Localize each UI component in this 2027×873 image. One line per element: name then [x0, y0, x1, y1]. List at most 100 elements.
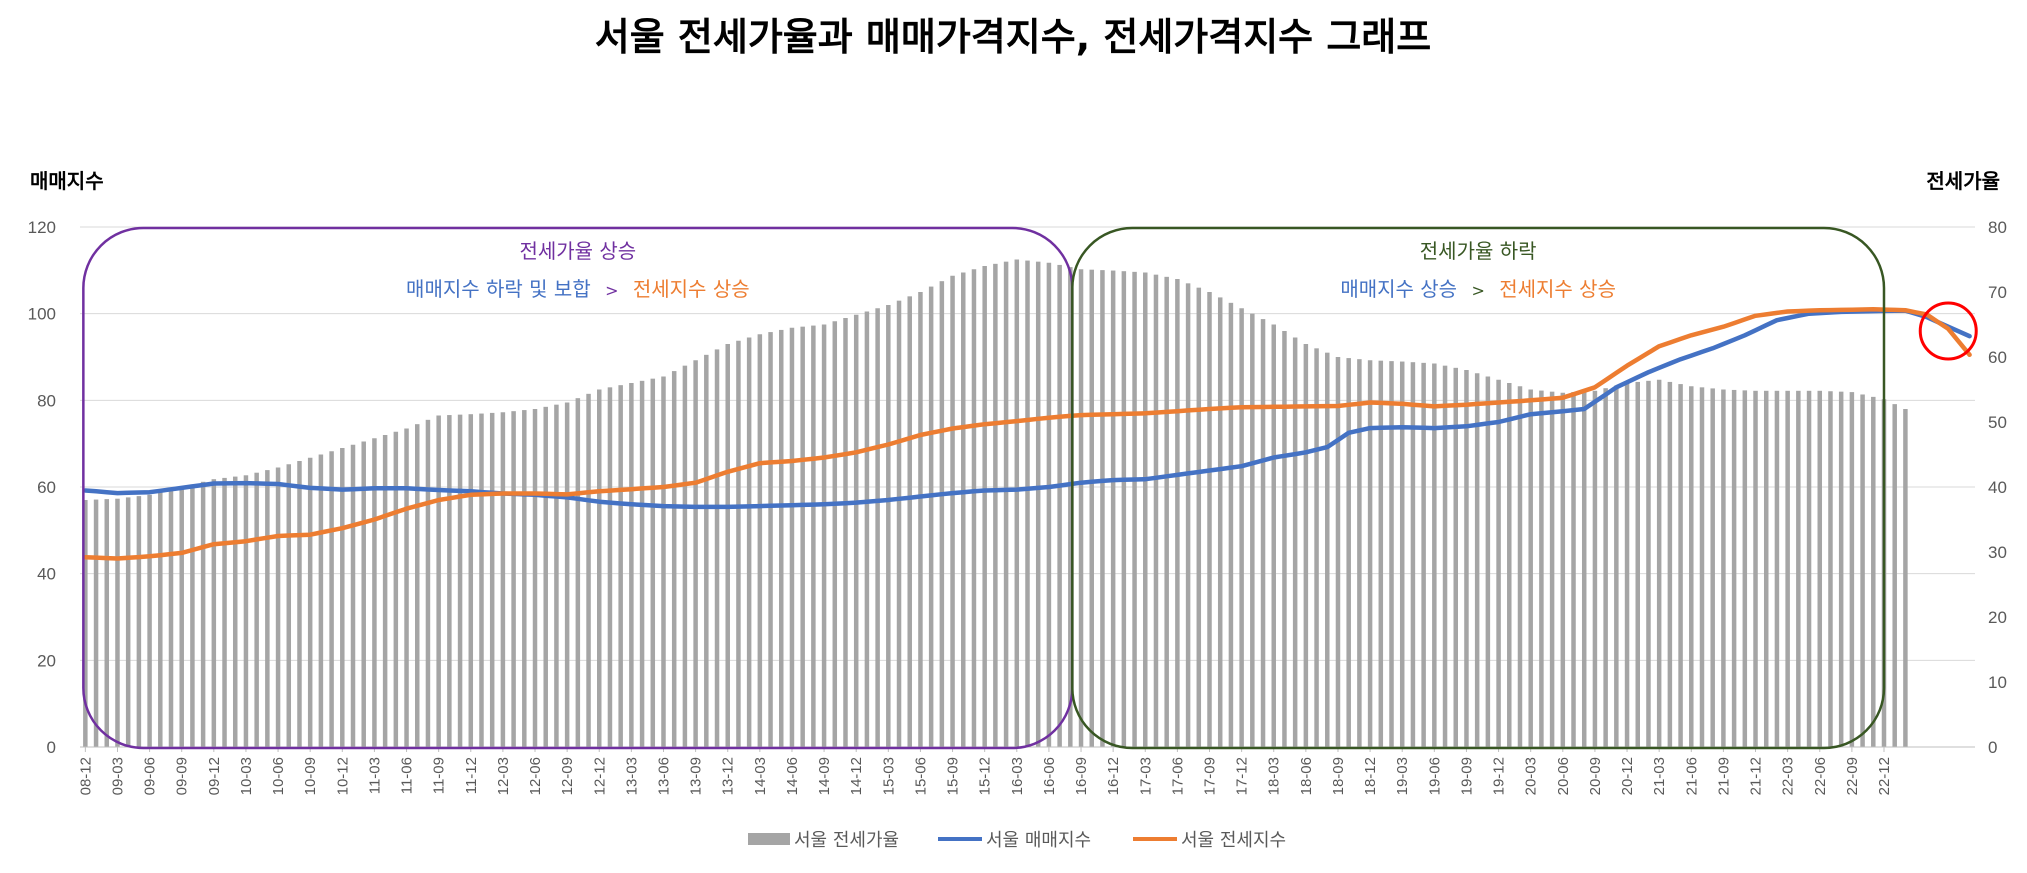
bar	[543, 406, 548, 747]
bar	[1678, 384, 1683, 747]
bar	[1539, 390, 1544, 747]
bar	[1025, 260, 1030, 747]
legend-label-jeonse-index: 서울 전세지수	[1181, 830, 1286, 851]
y-left-tick-label: 0	[47, 738, 56, 757]
x-tick-label: 19-09	[1458, 757, 1475, 795]
bar	[1389, 361, 1394, 747]
bar	[886, 305, 891, 747]
bar	[500, 412, 506, 747]
x-tick-label: 16-06	[1041, 757, 1058, 795]
bar	[1774, 390, 1780, 747]
bar	[1849, 392, 1855, 747]
bar-series-jeonse-ratio	[83, 259, 1908, 747]
bar	[1357, 359, 1362, 747]
bar	[436, 415, 441, 747]
bar	[693, 360, 698, 747]
bar	[222, 477, 227, 747]
x-tick-label: 14-12	[848, 757, 865, 795]
bar	[1838, 391, 1844, 747]
bar	[757, 334, 763, 747]
bar	[286, 464, 292, 747]
bar	[1003, 261, 1009, 747]
bar	[1721, 389, 1726, 747]
x-tick-label: 18-03	[1266, 757, 1283, 795]
x-tick-label: 19-03	[1394, 757, 1411, 795]
x-tick-label: 18-09	[1330, 757, 1347, 795]
bar	[832, 321, 838, 747]
bar	[511, 411, 516, 747]
x-tick-label: 09-12	[206, 757, 223, 795]
bar	[864, 311, 870, 747]
bar	[404, 428, 409, 747]
x-axis-ticks: 08-12 09-03 09-06 09-09 09-12 10-03 10-06 10-09…	[77, 747, 1893, 795]
bar	[993, 263, 998, 747]
bar	[725, 344, 730, 747]
y-right-tick-label: 70	[1988, 283, 2007, 302]
bar	[115, 498, 120, 747]
x-tick-label: 22-03	[1780, 757, 1797, 795]
y-right-tick-label: 40	[1988, 478, 2007, 497]
bar	[1121, 271, 1127, 747]
bar	[1763, 390, 1769, 747]
bar	[939, 281, 945, 747]
line-series-group	[83, 307, 1972, 561]
x-tick-label: 17-03	[1137, 757, 1154, 795]
x-tick-label: 16-03	[1009, 757, 1026, 795]
bar	[896, 300, 902, 747]
chart-title: 서울 전세가율과 매매가격지수, 전세가격지수 그래프	[595, 15, 1431, 59]
x-tick-label: 13-12	[720, 757, 737, 795]
bar	[971, 269, 977, 747]
bar	[361, 441, 366, 747]
legend-swatch-jeonse-ratio	[748, 833, 790, 845]
line-sale-index	[83, 308, 1972, 510]
bar	[1549, 391, 1555, 747]
y-left-tick-label: 80	[37, 391, 56, 410]
right-axis-title: 전세가율	[1926, 169, 2000, 193]
bar	[1410, 362, 1416, 747]
bar	[307, 457, 313, 747]
x-tick-label: 08-12	[77, 757, 94, 795]
bar	[1378, 360, 1384, 747]
bar	[1132, 271, 1137, 747]
annotation-left-jeonse-text: 전세지수 상승	[633, 277, 750, 301]
bar	[340, 448, 345, 747]
x-tick-label: 14-03	[752, 757, 769, 795]
annotation-right-gt: >	[1471, 281, 1484, 300]
bar	[789, 327, 795, 747]
bar	[1399, 361, 1405, 747]
y-left-tick-label: 60	[37, 478, 56, 497]
x-tick-label: 10-09	[302, 757, 319, 795]
x-tick-label: 22-12	[1876, 757, 1893, 795]
bar	[211, 479, 217, 747]
bar	[254, 472, 259, 747]
x-tick-label: 13-09	[688, 757, 705, 795]
bar	[1432, 363, 1437, 747]
x-tick-label: 09-09	[174, 757, 191, 795]
y-left-tick-label: 20	[37, 651, 56, 670]
bar	[1164, 276, 1169, 747]
bar	[489, 412, 495, 747]
y-left-tick-label: 40	[37, 565, 56, 584]
x-tick-label: 17-12	[1234, 757, 1251, 795]
y-right-tick-label: 50	[1988, 413, 2007, 432]
bar	[1260, 319, 1266, 747]
bar	[1046, 262, 1052, 747]
x-tick-label: 11-03	[366, 757, 383, 794]
bar	[928, 286, 934, 747]
bar	[1207, 292, 1212, 747]
bar	[1485, 376, 1491, 747]
bar	[1699, 387, 1705, 747]
bar	[961, 272, 966, 747]
bar	[1817, 390, 1823, 747]
bar	[586, 393, 591, 747]
bar	[179, 487, 184, 747]
annotation-right-line1: 전세가율 하락	[1420, 239, 1537, 263]
y-right-tick-label: 60	[1988, 348, 2007, 367]
bar	[1517, 386, 1523, 747]
x-tick-label: 21-06	[1683, 757, 1700, 795]
y-right-tick-label: 20	[1988, 608, 2007, 627]
x-tick-label: 15-06	[912, 757, 929, 795]
x-tick-label: 14-09	[816, 757, 833, 795]
bar	[1143, 272, 1148, 747]
bar	[853, 314, 859, 747]
